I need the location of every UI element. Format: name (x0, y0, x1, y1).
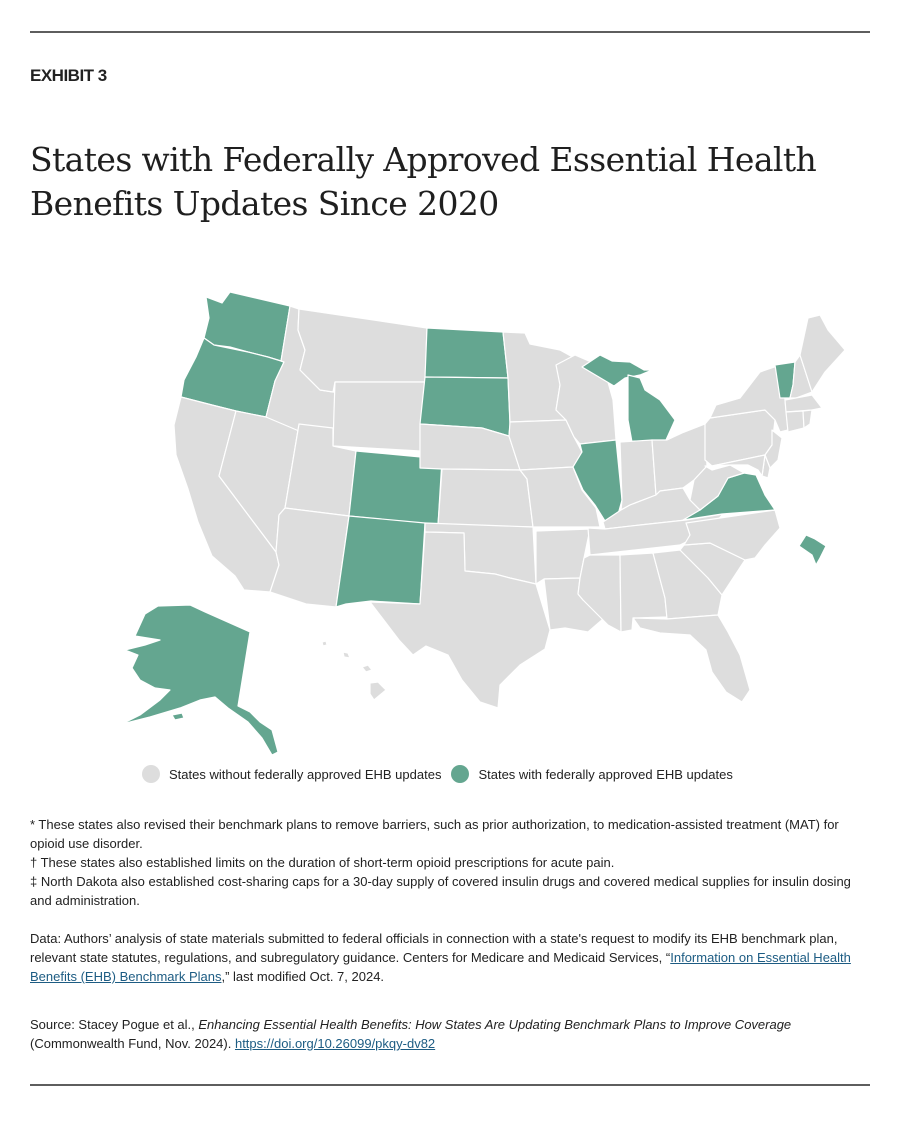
us-map (121, 291, 846, 756)
legend-label-not-approved: States without federally approved EHB up… (169, 766, 442, 782)
legend-swatch-green-icon (451, 765, 470, 783)
doi-link[interactable]: https://doi.org/10.26099/pkqy-dv82 (234, 1036, 436, 1051)
source-report-title: Enhancing Essential Health Benefits: How… (198, 1017, 792, 1032)
state-DC-inset (798, 534, 827, 566)
state-AK (121, 604, 279, 756)
state-MD (711, 454, 766, 477)
legend-swatch-gray-icon (142, 765, 160, 783)
state-HI-oahu (342, 651, 351, 659)
state-MI-upper (581, 354, 653, 387)
bottom-rule (30, 1084, 870, 1086)
state-AK-island (171, 712, 185, 721)
state-HI-kauai (321, 640, 328, 647)
state-NC (683, 509, 781, 561)
state-RI (802, 409, 813, 429)
data-note-text: Data: Authors’ analysis of state materia… (30, 931, 838, 965)
state-ME (799, 314, 846, 393)
source-publisher: (Commonwealth Fund, Nov. 2024). (30, 1036, 235, 1051)
state-HI-big (369, 681, 387, 701)
exhibit-label: EXHIBIT 3 (30, 66, 107, 85)
source-note: Source: Stacey Pogue et al., Enhancing E… (30, 1015, 870, 1053)
cms-ehb-link[interactable]: Information on Essential Health Benefits… (30, 950, 851, 984)
state-MT (297, 308, 428, 393)
state-CT (785, 410, 805, 433)
source-prefix: Source: Stacey Pogue et al., (30, 1017, 199, 1032)
legend-label-approved: States with federally approved EHB updat… (478, 766, 733, 782)
legend-item-not-approved: States without federally approved EHB up… (142, 765, 441, 783)
state-AZ (269, 507, 350, 608)
state-MA (784, 394, 823, 413)
state-WY (332, 381, 426, 452)
state-ND (424, 327, 509, 379)
footnote-dagger: † These states also established limits o… (30, 855, 615, 870)
footnotes: * These states also revised their benchm… (30, 815, 870, 910)
footnote-asterisk: * These states also revised their benchm… (30, 817, 839, 851)
state-IL (572, 439, 623, 522)
footnote-double-dagger: ‡ North Dakota also established cost-sha… (30, 874, 851, 908)
state-KS (437, 468, 534, 528)
data-note: Data: Authors’ analysis of state materia… (30, 929, 870, 986)
data-note-suffix: ,” last modified Oct. 7, 2024. (221, 969, 385, 984)
state-NM (335, 515, 426, 608)
state-MI-lower (627, 374, 676, 443)
state-WV (689, 464, 745, 511)
state-FL (632, 614, 751, 703)
state-HI-maui (361, 664, 373, 673)
state-TX (369, 531, 551, 709)
legend-item-approved: States with federally approved EHB updat… (451, 765, 733, 783)
top-rule (30, 31, 870, 33)
chart-title: States with Federally Approved Essential… (30, 140, 817, 224)
map-legend: States without federally approved EHB up… (142, 765, 743, 783)
